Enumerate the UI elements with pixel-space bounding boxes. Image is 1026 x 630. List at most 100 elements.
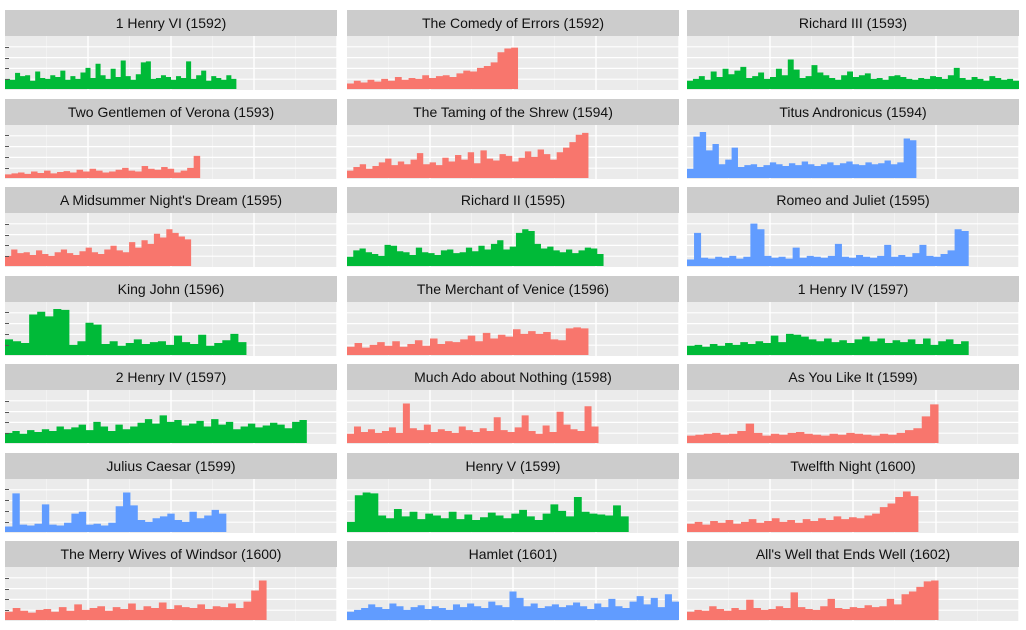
facet-plot-area [687, 567, 1019, 621]
series-area [687, 580, 939, 620]
y-tick [5, 245, 9, 247]
facet-svg [347, 124, 679, 179]
facet-svg [347, 36, 679, 90]
facet-title: Julius Caesar (1599) [5, 452, 337, 479]
facet-svg [687, 567, 1019, 621]
facet-panel: Richard III (1593) [687, 10, 1019, 90]
facet-svg [5, 36, 337, 90]
facet-panel: As You Like It (1599) [687, 364, 1019, 444]
facet-svg [687, 124, 1019, 179]
facet-plot-area [5, 478, 337, 533]
facet-plot-area [5, 213, 337, 267]
series-area [347, 591, 679, 620]
y-tick [5, 323, 9, 325]
facet-svg [5, 124, 337, 179]
facet-svg [687, 390, 1019, 444]
series-area [347, 326, 589, 355]
facet-title: Romeo and Juliet (1595) [687, 187, 1019, 213]
facet-panel: 2 Henry IV (1597) [5, 364, 337, 444]
series-area [5, 491, 227, 532]
y-tick [5, 333, 9, 335]
series-area [5, 415, 307, 443]
facet-plot-area [5, 301, 337, 356]
facet-panel: 1 Henry IV (1597) [687, 275, 1019, 356]
series-area [347, 491, 629, 532]
facet-panel: Julius Caesar (1599) [5, 452, 337, 533]
series-area [5, 60, 237, 89]
facet-plot-area [687, 301, 1019, 356]
y-tick [5, 234, 9, 236]
facet-panel: Twelfth Night (1600) [687, 452, 1019, 533]
y-tick [5, 411, 9, 413]
y-tick [5, 599, 9, 601]
y-tick [5, 146, 9, 148]
facet-panel: The Merchant of Venice (1596) [347, 275, 679, 356]
y-tick [5, 46, 9, 48]
facet-svg [347, 301, 679, 356]
y-axis-ticks [5, 390, 9, 444]
facet-plot-area [347, 567, 679, 621]
facet-plot-area [347, 301, 679, 356]
facet-svg [5, 390, 337, 444]
series-area [347, 47, 519, 89]
y-tick [5, 577, 9, 579]
facet-title: Richard III (1593) [687, 10, 1019, 36]
series-area [5, 229, 192, 266]
facet-title: The Comedy of Errors (1592) [347, 10, 679, 36]
facet-title: Henry V (1599) [347, 452, 679, 479]
series-area [347, 229, 604, 266]
facet-title: Two Gentlemen of Verona (1593) [5, 98, 337, 125]
series-area [687, 131, 917, 178]
facet-svg [347, 478, 679, 533]
facet-panel: Much Ado about Nothing (1598) [347, 364, 679, 444]
facet-title: 1 Henry IV (1597) [687, 275, 1019, 302]
facet-svg [5, 567, 337, 621]
series-area [347, 132, 589, 178]
facet-plot-area [347, 124, 679, 179]
y-tick [5, 610, 9, 612]
facet-title: Hamlet (1601) [347, 541, 679, 567]
y-tick [5, 57, 9, 59]
y-tick [5, 256, 9, 258]
y-tick [5, 156, 9, 158]
y-tick [5, 521, 9, 523]
y-axis-ticks [5, 479, 9, 533]
facet-panel: Romeo and Juliet (1595) [687, 187, 1019, 267]
facet-svg [5, 478, 337, 533]
facet-svg [347, 213, 679, 267]
facet-panel: All's Well that Ends Well (1602) [687, 541, 1019, 621]
series-area [687, 404, 939, 443]
series-area [347, 403, 599, 443]
facet-panel: The Comedy of Errors (1592) [347, 10, 679, 90]
facet-plot-area [687, 390, 1019, 444]
facet-panel: A Midsummer Night's Dream (1595) [5, 187, 337, 267]
series-area [5, 155, 201, 178]
facet-title: The Merchant of Venice (1596) [347, 275, 679, 302]
facet-panel: Henry V (1599) [347, 452, 679, 533]
facet-svg [687, 213, 1019, 267]
y-tick [5, 510, 9, 512]
y-tick [5, 588, 9, 590]
y-tick [5, 68, 9, 70]
series-area [687, 223, 969, 266]
facet-title: A Midsummer Night's Dream (1595) [5, 187, 337, 213]
facet-panel: The Taming of the Shrew (1594) [347, 98, 679, 179]
facet-svg [347, 567, 679, 621]
facet-plot-area [347, 36, 679, 90]
facet-title: Richard II (1595) [347, 187, 679, 213]
facet-panel: 1 Henry VI (1592) [5, 10, 337, 90]
facet-svg [687, 478, 1019, 533]
facet-panel: The Merry Wives of Windsor (1600) [5, 541, 337, 621]
facet-plot-area [347, 390, 679, 444]
facet-svg [687, 301, 1019, 356]
y-axis-ticks [5, 302, 9, 356]
y-tick [5, 500, 9, 502]
y-tick [5, 489, 9, 491]
y-axis-ticks [5, 125, 9, 179]
facet-panel: King John (1596) [5, 275, 337, 356]
y-axis-ticks [5, 36, 9, 90]
y-tick [5, 422, 9, 424]
facet-plot-area [5, 390, 337, 444]
facet-plot-area [687, 478, 1019, 533]
